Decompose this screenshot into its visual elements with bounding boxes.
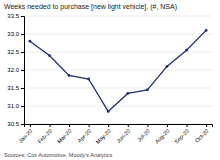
series (28, 29, 207, 113)
point (185, 49, 188, 52)
line (30, 30, 206, 111)
x-tick: Oct-20 (194, 124, 210, 144)
x-tick-mark (49, 124, 50, 127)
y-tick-label: 33.0 (7, 31, 19, 37)
x-tick: Sep-20 (173, 124, 190, 145)
y-axis-line (21, 17, 25, 125)
x-tick: Aug-20 (154, 124, 171, 145)
x-tick: Jun-20 (115, 124, 131, 144)
x-tick-mark (69, 124, 70, 127)
grid-line (24, 88, 212, 89)
y-tick: 33.0 (7, 31, 24, 37)
x-tick-label: Apr-20 (76, 128, 92, 144)
x-tick-label: Feb-20 (36, 128, 53, 145)
x-tick-mark (108, 124, 109, 127)
x-tick-mark (187, 124, 188, 127)
x-tick-mark (128, 124, 129, 127)
y-tick-label: 32.0 (7, 67, 19, 73)
y-tick-mark (21, 106, 24, 107)
point (126, 92, 129, 95)
x-tick-label: Jul-20 (136, 128, 151, 143)
point (166, 65, 169, 68)
plot: 30.5 31.0 31.5 32.0 32.5 33.0 33.5 Jan-20Feb-20… (7, 13, 212, 145)
y-tick-mark (21, 88, 24, 89)
y-tick-mark (21, 16, 24, 17)
x-tick-label: Aug-20 (154, 128, 171, 145)
y-axis: 30.5 31.0 31.5 32.0 32.5 33.0 33.5 (7, 13, 24, 127)
x-axis: Jan-20Feb-20Mar-20Apr-20May-20Jun-20 Jul-… (17, 124, 212, 145)
grid-line (24, 70, 212, 71)
y-tick-label: 33.5 (7, 13, 19, 19)
x-tick: Jul-20 (136, 124, 151, 143)
grid-line (24, 106, 212, 107)
x-tick-label: Jan-20 (17, 128, 33, 144)
x-tick: May-20 (95, 124, 112, 145)
grid (24, 16, 212, 124)
x-tick-mark (167, 124, 168, 127)
y-tick-mark (21, 70, 24, 71)
x-tick-label: Mar-20 (56, 128, 73, 145)
grid-line (24, 16, 212, 17)
point (107, 110, 110, 113)
x-tick: Mar-20 (56, 124, 73, 144)
y-tick-label: 30.5 (7, 121, 19, 127)
x-tick-mark (89, 124, 90, 127)
y-tick-label: 31.0 (7, 103, 19, 109)
y-tick: 31.5 (7, 85, 24, 91)
x-axis-line (25, 125, 213, 128)
chart: 30.5 31.0 31.5 32.0 32.5 33.0 33.5 Jan-20Feb-20… (0, 0, 220, 160)
point (28, 40, 31, 43)
point (48, 54, 51, 57)
point (68, 74, 71, 77)
x-tick-label: Jun-20 (115, 128, 131, 144)
x-tick-mark (206, 124, 207, 127)
y-tick: 33.5 (7, 13, 24, 19)
x-tick-mark (30, 124, 31, 127)
x-tick-mark (147, 124, 148, 127)
title: Weeks needed to purchase [new light vehi… (4, 3, 177, 11)
y-tick-mark (21, 124, 24, 125)
grid-line (24, 34, 212, 35)
y-tick: 30.5 (7, 121, 24, 127)
x-tick-label: Sep-20 (173, 128, 190, 145)
point (205, 29, 208, 32)
y-tick: 32.0 (7, 67, 24, 73)
point (146, 88, 149, 91)
x-tick: Jan-20 (17, 124, 33, 144)
x-tick-label: May-20 (95, 128, 112, 145)
y-tick-mark (21, 34, 24, 35)
y-tick-mark (21, 52, 24, 53)
x-tick: Feb-20 (36, 124, 53, 144)
y-tick-label: 32.5 (7, 49, 19, 55)
point (87, 78, 90, 81)
x-tick-label: Oct-20 (194, 128, 210, 144)
annotation: Sources: Cox Automotive, Moody's Analyti… (4, 152, 113, 158)
x-tick: Apr-20 (76, 124, 92, 144)
y-tick-label: 31.5 (7, 85, 19, 91)
y-tick: 32.5 (7, 49, 24, 55)
y-tick: 31.0 (7, 103, 24, 109)
